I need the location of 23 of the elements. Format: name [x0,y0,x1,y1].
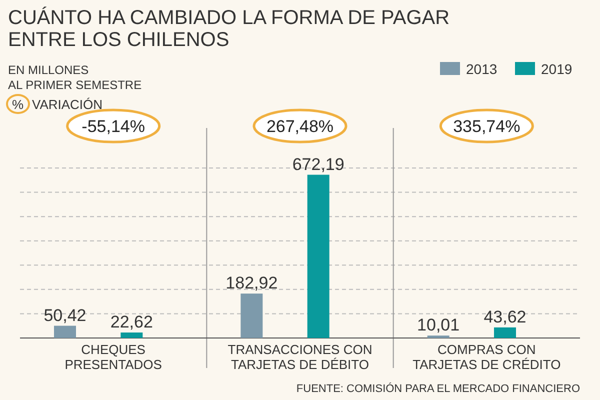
text: -55,14% [82,117,145,136]
bar [494,327,516,338]
legend-label: 2013 [466,61,498,77]
x-tick-label: CHEQUES PRESENTADOS [64,342,162,372]
chart-subtitle: EN MILLONES AL PRIMER SEMESTRE [8,63,142,92]
x-tick-label: TRANSACCIONES CON TARJETAS DE DÉBITO [228,342,372,372]
bar [307,174,330,338]
legend-label: 2019 [541,61,572,77]
text: % VARIACIÓN [12,97,103,112]
text: 335,74% [453,117,520,136]
data-label: 50,42 [44,306,86,325]
source-note: FUENTE: COMISIÓN PARA EL MERCADO FINANCIERO [296,382,580,395]
x-tick-label: COMPRAS CON TARJETAS DE CRÉDITO [412,342,561,372]
bar [120,332,143,338]
data-label: 43,62 [484,307,526,326]
bar [240,294,263,338]
text: 267,48% [266,117,334,136]
data-label: 10,01 [417,316,460,335]
chart-title: CUÁNTO HA CAMBIADO LA FORMA DE PAGAR ENTRE LOS CHILENOS [8,6,450,51]
data-label: 182,92 [226,274,278,293]
data-label: 22,62 [110,312,153,332]
data-label: 672,19 [292,154,344,174]
bar [54,326,76,338]
